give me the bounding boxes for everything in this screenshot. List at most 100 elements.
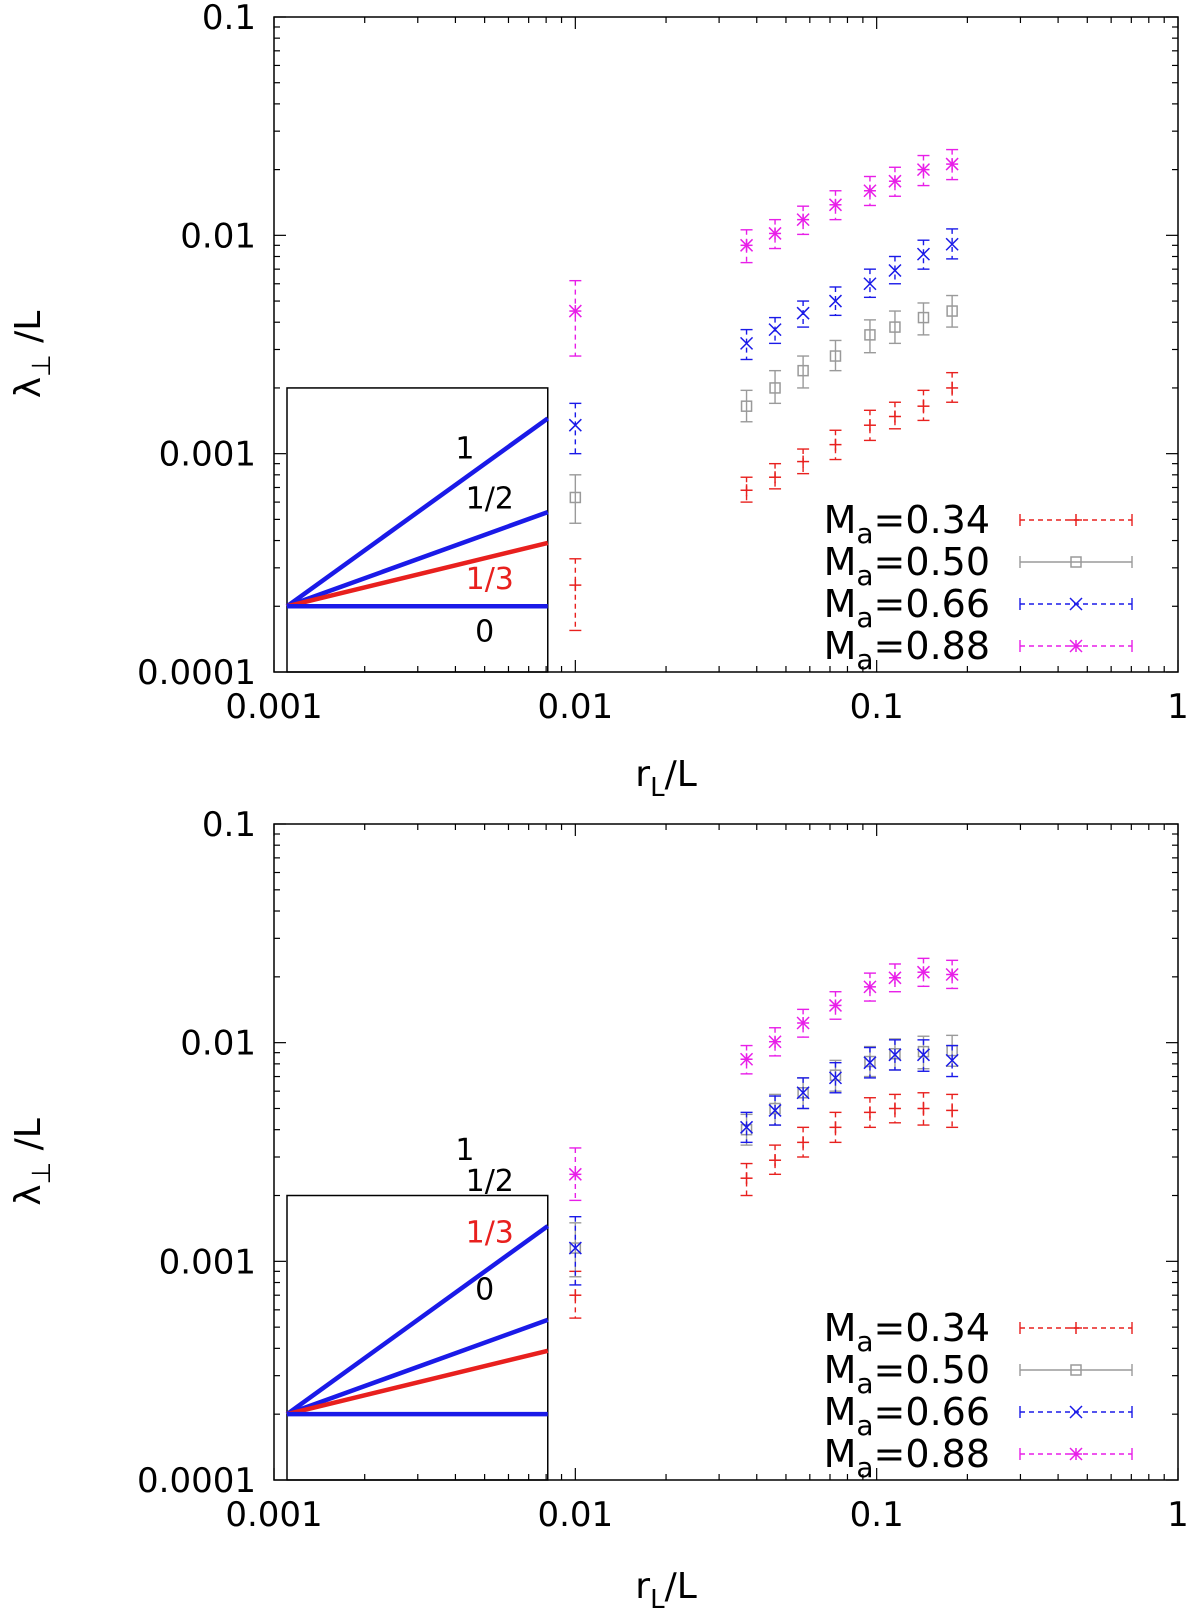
data-point bbox=[916, 965, 931, 979]
series-Ma=0.50 bbox=[569, 294, 959, 524]
error-bar bbox=[946, 371, 959, 403]
slope-label: 0 bbox=[475, 614, 494, 649]
y-axis-label: λ⊥ /L bbox=[8, 1118, 57, 1206]
error-bar bbox=[569, 1147, 582, 1202]
data-point bbox=[569, 1289, 582, 1302]
data-point bbox=[946, 305, 958, 317]
error-bar bbox=[569, 402, 582, 455]
legend-label-main: M bbox=[824, 1306, 857, 1350]
slope-line-1 bbox=[286, 509, 549, 609]
error-bar bbox=[769, 1144, 782, 1176]
data-point bbox=[568, 304, 582, 318]
y-tick-label: 0.1 bbox=[202, 0, 256, 38]
x-axis-label-main: r bbox=[635, 1566, 650, 1607]
inset-frame bbox=[286, 1194, 549, 1481]
legend-label-tail: =0.34 bbox=[874, 1306, 990, 1350]
legend-label: Ma=0.34 bbox=[824, 498, 990, 550]
legend-label-sub: a bbox=[856, 1409, 873, 1442]
legend-label: Ma=0.50 bbox=[824, 540, 990, 592]
error-bar bbox=[829, 1111, 842, 1144]
error-bar bbox=[569, 1222, 582, 1278]
data-point bbox=[740, 484, 753, 497]
data-point bbox=[828, 294, 843, 308]
error-bar bbox=[569, 558, 582, 632]
y-axis-label: λ⊥ /L bbox=[8, 311, 57, 399]
y-axis-label-tail: /L bbox=[8, 311, 49, 355]
error-bar bbox=[740, 328, 753, 361]
data-point bbox=[888, 410, 901, 423]
slope-line-2 bbox=[286, 540, 549, 609]
x-tick-label: 0.001 bbox=[225, 1495, 322, 1535]
data-point bbox=[768, 1035, 782, 1049]
data-point bbox=[769, 471, 782, 484]
error-bar bbox=[946, 294, 959, 328]
x-axis-label: rL/L bbox=[635, 754, 697, 803]
error-bar bbox=[917, 1039, 930, 1072]
series-Ma=0.66 bbox=[568, 228, 959, 455]
error-bar bbox=[917, 239, 930, 270]
error-bar bbox=[946, 1034, 959, 1067]
legend-label-sub: a bbox=[856, 1451, 873, 1484]
data-point bbox=[917, 400, 930, 413]
legend-label-main: M bbox=[824, 540, 857, 584]
error-bar bbox=[946, 228, 959, 260]
error-bar bbox=[740, 1044, 753, 1075]
x-axis-label-tail: /L bbox=[665, 1566, 697, 1607]
data-point bbox=[768, 323, 782, 337]
error-bar bbox=[797, 1126, 810, 1158]
error-bar bbox=[888, 1039, 901, 1071]
series-Ma=0.50 bbox=[569, 1034, 959, 1278]
error-bar bbox=[888, 1093, 901, 1124]
data-point bbox=[568, 418, 582, 432]
x-tick-label: 0.001 bbox=[225, 687, 322, 727]
legend-label: Ma=0.66 bbox=[824, 582, 990, 634]
slope-label: 1/3 bbox=[466, 562, 514, 597]
y-axis-label-sub: ⊥ bbox=[27, 354, 57, 377]
slope-label: 1/2 bbox=[466, 1164, 514, 1199]
error-bar bbox=[917, 1092, 930, 1126]
error-bar bbox=[863, 175, 876, 207]
legend-label: Ma=0.88 bbox=[824, 624, 990, 676]
data-point bbox=[946, 1104, 959, 1117]
legend-label-main: M bbox=[824, 1432, 857, 1476]
y-tick-label: 0.01 bbox=[180, 216, 256, 256]
error-bar bbox=[829, 1061, 842, 1094]
axis-ticks bbox=[273, 823, 1179, 1481]
error-bar bbox=[797, 1077, 810, 1110]
y-axis-label-sub: ⊥ bbox=[27, 1162, 57, 1185]
x-axis-label-tail: /L bbox=[665, 754, 697, 795]
error-bar bbox=[769, 1095, 782, 1126]
data-point bbox=[740, 1120, 754, 1134]
data-point bbox=[829, 1069, 842, 1081]
error-bar bbox=[740, 1111, 753, 1144]
data-point bbox=[829, 350, 842, 362]
slope-line-2 bbox=[286, 1348, 549, 1417]
data-point bbox=[568, 1241, 582, 1255]
data-point bbox=[569, 491, 582, 504]
legend-label-sub: a bbox=[856, 559, 873, 592]
data-point bbox=[916, 247, 931, 261]
legend-label-main: M bbox=[824, 624, 857, 668]
data-point bbox=[945, 967, 959, 982]
data-point bbox=[797, 455, 810, 468]
data-point bbox=[888, 263, 902, 278]
y-axis-label-main: λ bbox=[8, 377, 49, 398]
data-point bbox=[740, 336, 754, 350]
legend-marker bbox=[1070, 514, 1082, 526]
legend-label-main: M bbox=[824, 1390, 857, 1434]
error-bar bbox=[740, 389, 753, 423]
slope-line-0 bbox=[285, 1224, 550, 1416]
x-tick-label: 0.1 bbox=[850, 687, 904, 727]
data-point bbox=[796, 1086, 810, 1100]
error-bar bbox=[888, 166, 901, 197]
data-point bbox=[888, 1102, 901, 1115]
error-bar bbox=[863, 268, 876, 299]
data-point bbox=[888, 971, 902, 985]
error-bar bbox=[917, 389, 930, 422]
data-point bbox=[946, 381, 959, 394]
y-tick-label: 0.001 bbox=[159, 435, 256, 475]
x-tick-label: 0.01 bbox=[537, 1495, 613, 1535]
data-point bbox=[740, 400, 753, 412]
